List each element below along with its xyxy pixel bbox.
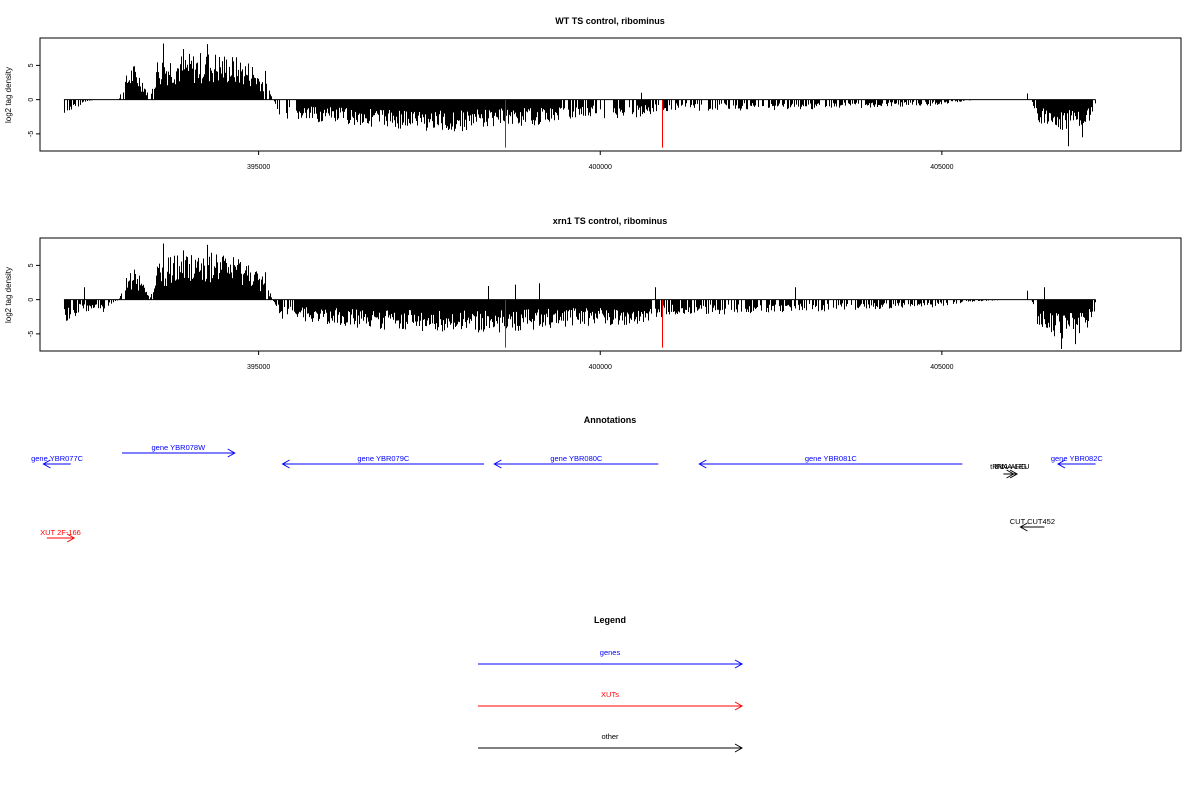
y-tick-label: 5 <box>28 63 35 67</box>
feature-label: gene YBR079C <box>357 454 410 463</box>
legend-arrowhead <box>734 743 744 753</box>
legend-item: XUTs <box>478 690 744 711</box>
x-tick-label: 395000 <box>247 164 270 171</box>
other-feature: CUT CUT452 <box>1010 517 1055 532</box>
x-tick-label: 400000 <box>589 164 612 171</box>
feature-arrowhead <box>1057 459 1066 469</box>
gene-feature: gene YBR080C <box>493 454 659 469</box>
annotations-title: Annotations <box>584 415 637 425</box>
gene-feature: gene YBR079C <box>281 454 485 469</box>
y-axis-label: log2 tag density <box>4 67 13 123</box>
bar-group <box>64 243 1096 349</box>
legend-label: genes <box>600 648 621 657</box>
panel-wt: WT TS control, ribominus log2 tag densit… <box>4 16 1182 171</box>
plot-frame <box>39 237 1182 352</box>
legend-label: XUTs <box>601 690 619 699</box>
x-axis: 395000 400000 405000 <box>247 351 954 371</box>
plot-frame <box>39 37 1182 152</box>
marker-group <box>505 99 663 148</box>
x-tick-label: 405000 <box>930 364 953 371</box>
bar-group <box>64 43 1096 147</box>
feature-label: gene YBR081C <box>805 454 858 463</box>
y-tick-label: 0 <box>28 298 35 302</box>
feature-label: gene YBR082C <box>1051 454 1104 463</box>
y-tick-label: 0 <box>28 98 35 102</box>
y-axis: -5 0 5 <box>28 63 40 137</box>
gene-feature: gene YBR082C <box>1051 454 1104 469</box>
feature-arrowhead <box>42 459 51 469</box>
legend-item: genes <box>478 648 744 669</box>
y-tick-label: 5 <box>28 263 35 267</box>
legend-label: other <box>601 732 619 741</box>
legend-items: genes XUTs other <box>478 648 744 753</box>
x-tick-label: 395000 <box>247 364 270 371</box>
feature-group: gene YBR077C gene YBR078W gene YBR079C gene… <box>31 443 1104 543</box>
feature-arrowhead <box>281 459 290 469</box>
legend-arrowhead <box>734 701 744 711</box>
gene-feature: gene YBR081C <box>698 454 963 469</box>
feature-arrowhead <box>227 448 236 458</box>
other-feature: tRNA-LEU <box>994 462 1029 479</box>
gene-feature: gene YBR078W <box>121 443 236 458</box>
legend-arrowhead <box>734 659 744 669</box>
feature-arrowhead <box>493 459 502 469</box>
panel-title: WT TS control, ribominus <box>555 16 665 26</box>
feature-arrowhead <box>698 459 707 469</box>
feature-arrowhead <box>1009 469 1019 479</box>
legend-title: Legend <box>594 615 626 625</box>
panel-title: xrn1 TS control, ribominus <box>553 216 668 226</box>
y-tick-label: -5 <box>28 131 35 137</box>
x-tick-label: 400000 <box>589 364 612 371</box>
y-tick-label: -5 <box>28 331 35 337</box>
feature-label: XUT 2F-166 <box>40 528 81 537</box>
feature-arrowhead <box>1019 522 1028 532</box>
feature-label: gene YBR078W <box>152 443 207 452</box>
gene-feature: gene YBR077C <box>31 454 84 469</box>
feature-label: tRNA-LEU <box>994 462 1029 471</box>
feature-label: tRNA-ARG <box>990 462 1027 471</box>
x-axis: 395000 400000 405000 <box>247 151 954 171</box>
y-axis: -5 0 5 <box>28 263 40 337</box>
y-axis-label: log2 tag density <box>4 267 13 323</box>
x-tick-label: 405000 <box>930 164 953 171</box>
legend-panel: Legend genes XUTs other <box>478 615 744 753</box>
marker-group <box>505 299 663 348</box>
legend-item: other <box>478 732 744 753</box>
feature-arrowhead <box>66 533 76 543</box>
panel-xrn1: xrn1 TS control, ribominus log2 tag dens… <box>4 216 1182 371</box>
feature-label: gene YBR080C <box>550 454 603 463</box>
xut-feature: XUT 2F-166 <box>40 528 81 543</box>
feature-label: gene YBR077C <box>31 454 84 463</box>
feature-label: CUT CUT452 <box>1010 517 1055 526</box>
